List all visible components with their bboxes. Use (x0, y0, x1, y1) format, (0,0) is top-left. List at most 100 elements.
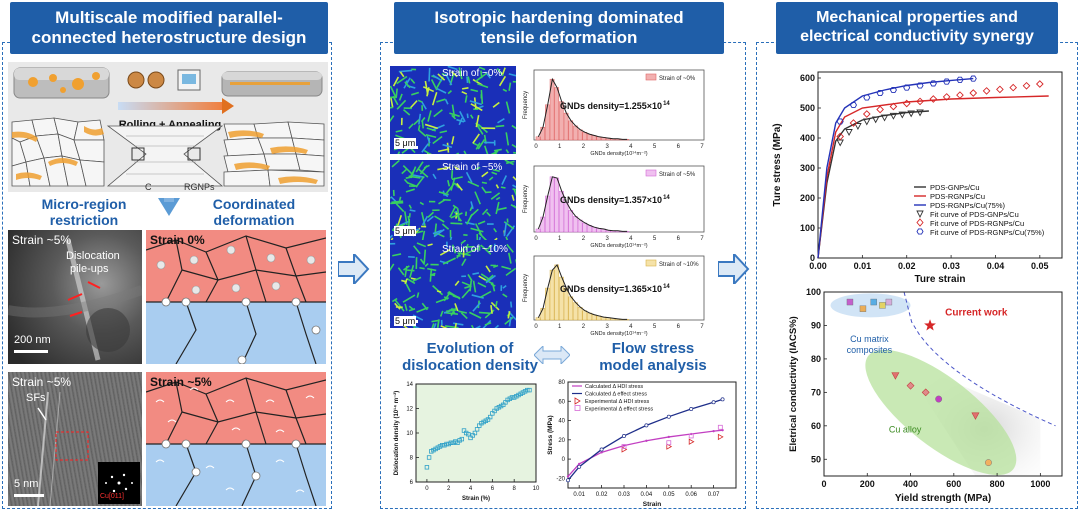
gnd-map-5-streak (488, 176, 494, 181)
ss-fit-marker (1022, 81, 1031, 90)
ss-fit-marker (871, 116, 880, 124)
gnd-map-10-streak (450, 307, 456, 314)
gnd-map-0-streak (450, 71, 458, 78)
y-tick-label: 600 (800, 73, 815, 83)
flow-series-point (622, 434, 626, 438)
gnd-map-5-streak (464, 221, 475, 226)
hist-tick-label: 5 (653, 324, 657, 330)
gnd-map-0-streak (469, 100, 482, 106)
x-tick-label: 0.07 (708, 492, 720, 498)
gnd-map-10-streak (421, 302, 429, 311)
gnd-map-5-streak (426, 215, 434, 222)
gnd-map-5-streak (512, 176, 516, 181)
gnd-map-0-streak (390, 115, 395, 123)
ss-fit-marker (849, 119, 858, 127)
x-tick-label: 600 (946, 479, 961, 489)
ss-fit-marker (863, 94, 871, 101)
gnd-density-text: GNDs density=1.365×10 (560, 284, 662, 294)
flow-series-point (689, 407, 694, 411)
evo-data-point (459, 436, 465, 442)
panel2-title-line2: tensile deformation (480, 28, 638, 47)
gnd-map-0-streak (463, 150, 467, 154)
gnd-map-0-streak (449, 112, 460, 118)
hist-ylabel: Frequency (523, 91, 529, 119)
gnd-map-10-streak (412, 314, 424, 321)
gnd-density-text: GNDs density=1.255×10 (560, 101, 662, 111)
gnd-map-10-streak (431, 319, 439, 323)
hist-tick-label: 0 (534, 324, 538, 330)
evo-plot-bg (416, 384, 536, 482)
hist-bar (554, 87, 560, 141)
tem-image-pileups: Strain ~5% Dislocation pile-ups 200 nm (8, 230, 142, 364)
gnd-map-5-streak (390, 201, 404, 205)
gnd-map-0-streak (444, 98, 449, 105)
gnd-map-0-streak (484, 71, 492, 79)
gnd-map-10-streak (406, 269, 415, 272)
gnd-map-10-streak (419, 266, 425, 270)
gnd-map-5-streak (409, 209, 416, 212)
gnd-map-10-streak (471, 294, 484, 299)
gnd-map-10-streak (390, 263, 395, 272)
gnd-map-10-streak (404, 282, 412, 293)
gnd-map-10-streak (464, 285, 472, 289)
gnd-map-5-streak (504, 160, 514, 166)
y-tick-label: 8 (410, 456, 414, 462)
gnd-map-0-streak (410, 78, 416, 84)
gnd-map-0-streak (466, 76, 469, 84)
gnd-map-10-streak (436, 319, 440, 328)
flow-series-point (644, 423, 649, 428)
gnd-map-5-streak (410, 166, 417, 179)
gnd-map-10-streak (501, 265, 512, 270)
conductivity-strength-svg: 0 200 400 600 800 1000 50 60 70 80 90 100 Yield stre… (788, 287, 1063, 504)
hist-bar (573, 125, 578, 141)
gnd-map-10-streak (493, 243, 497, 252)
cu-matrix-point (846, 298, 854, 306)
hist-bar (535, 228, 541, 233)
gnd-map-5-streak (492, 168, 500, 172)
cu-alloy-point (984, 459, 992, 467)
gnd-map-0-streak (396, 99, 407, 110)
gnd-map-5-streak (403, 178, 409, 184)
hist-bar (540, 216, 545, 233)
gnd-map-10-streak (485, 274, 496, 284)
gnd-map-0-streak (432, 74, 443, 82)
gnd-map-10-streak (429, 268, 433, 282)
gnd-map-0-streak (390, 85, 398, 99)
gnd-map-10-streak (460, 240, 467, 245)
gnd-map-5-streak (433, 223, 438, 237)
gnd-map-10-streak (440, 325, 448, 328)
x-tick-label: 0.06 (685, 492, 697, 498)
gnd-map-0-streak (501, 67, 506, 75)
ss-fit-marker (880, 114, 889, 122)
hist-tick-label: 3 (605, 236, 609, 242)
gnd-map-10-streak (507, 252, 512, 264)
hist-legend-swatch (645, 73, 657, 81)
gnd-map-5-streak (470, 201, 474, 209)
gnd-map-5-streak (396, 215, 403, 228)
hist-tick-label: 6 (677, 144, 681, 150)
gnd-map-10-streak (472, 272, 480, 275)
initial-billet-top (14, 68, 109, 80)
y-tick-label: 14 (406, 382, 413, 388)
gnd-map-0-streak (398, 69, 413, 73)
hist-fit-curve (537, 77, 628, 140)
gnd-map-10-streak (427, 243, 433, 247)
y-tick-label: 60 (558, 399, 565, 405)
gnd-map-10-streak (402, 294, 416, 303)
evo-data-point (426, 455, 432, 460)
gnd-map-10-streak (478, 311, 491, 315)
gnd-map-10-streak (504, 316, 514, 325)
hist-tick-label: 7 (700, 236, 704, 242)
gnd-map-0-streak (424, 123, 438, 130)
gnd-map-5-streak (438, 191, 449, 196)
gnd-map-10-streak (416, 242, 427, 248)
gnd-map-10-streak (424, 262, 429, 267)
hist-bar (535, 136, 541, 141)
gnd-map-10-streak (469, 311, 482, 319)
gnd-map-0-streak (411, 91, 420, 96)
gnd-map-5-streak (495, 184, 500, 189)
x-tick-label: 0.00 (809, 261, 827, 271)
gnd-map-10-streak (412, 276, 422, 282)
ss-fit-marker (898, 111, 907, 119)
gnd-map-10-streak (431, 323, 435, 328)
